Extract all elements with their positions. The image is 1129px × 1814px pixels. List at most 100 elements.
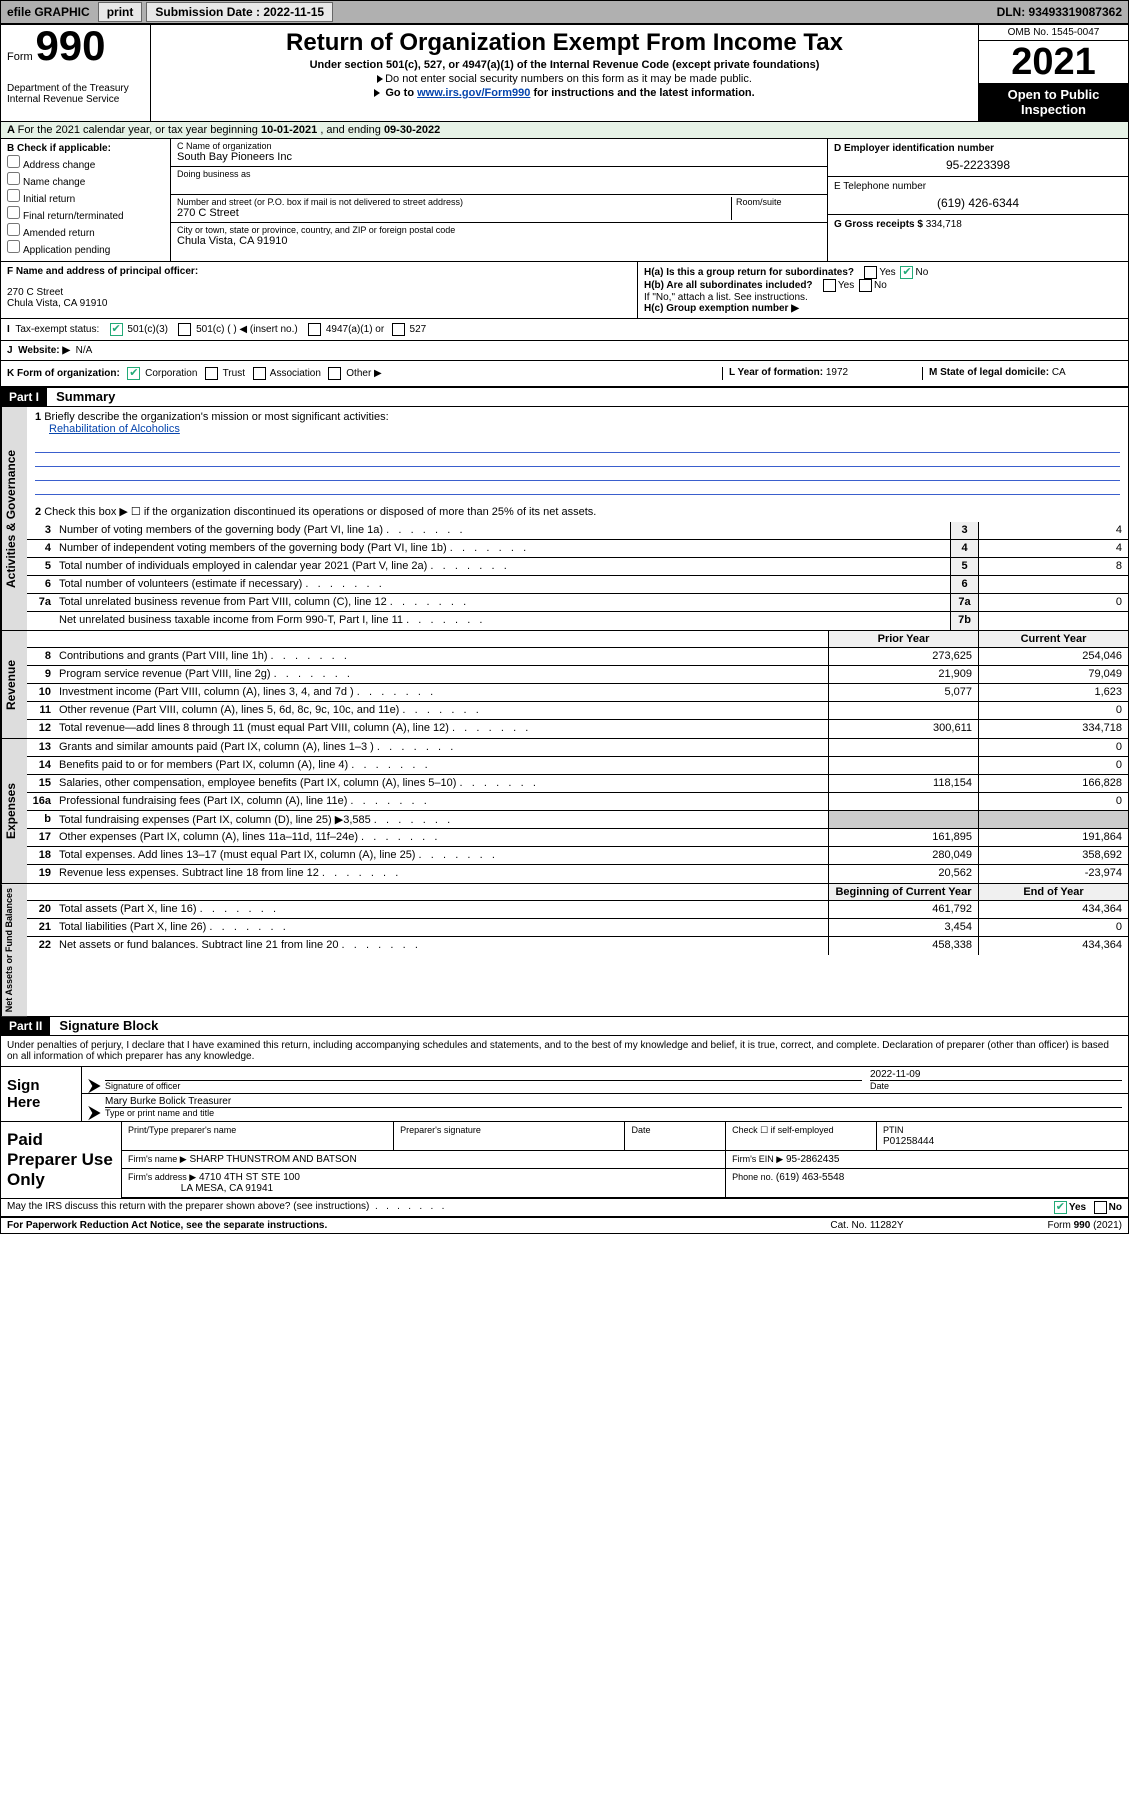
line-number: b xyxy=(27,811,55,828)
chk-initial-return[interactable]: Initial return xyxy=(7,189,164,205)
leader-dots xyxy=(371,814,450,826)
checkbox-icon[interactable] xyxy=(7,240,20,253)
chk-label: Name change xyxy=(23,177,85,188)
ssn-note-text: Do not enter social security numbers on … xyxy=(385,73,752,85)
line-number: 19 xyxy=(27,865,55,883)
col-b-heading: B Check if applicable: xyxy=(7,143,111,154)
checkbox-icon[interactable] xyxy=(7,206,20,219)
line-box: 7b xyxy=(950,612,978,630)
prior-year-value: 273,625 xyxy=(828,648,978,665)
checkbox-icon[interactable] xyxy=(7,155,20,168)
summary-line: 19Revenue less expenses. Subtract line 1… xyxy=(27,865,1128,883)
paid-preparer-body: Print/Type preparer's name Preparer's si… xyxy=(121,1122,1128,1198)
no-label: No xyxy=(874,280,887,291)
checkbox-icon[interactable] xyxy=(7,189,20,202)
irs-form990-link[interactable]: www.irs.gov/Form990 xyxy=(417,87,530,99)
q1-value-link[interactable]: Rehabilitation of Alcoholics xyxy=(49,423,180,435)
checkbox-checked-icon[interactable] xyxy=(1054,1201,1067,1214)
summary-line: 15Salaries, other compensation, employee… xyxy=(27,775,1128,793)
yes-label: Yes xyxy=(838,280,854,291)
checkbox-icon[interactable] xyxy=(205,367,218,380)
triangle-icon xyxy=(374,89,380,97)
checkbox-icon[interactable] xyxy=(308,323,321,336)
line-value: 4 xyxy=(978,522,1128,539)
addr-label: Number and street (or P.O. box if mail i… xyxy=(177,197,731,207)
sign-here-block: Sign Here ⮞ Signature of officer 2022-11… xyxy=(1,1066,1128,1121)
current-year-value: 0 xyxy=(978,739,1128,756)
checkbox-icon[interactable] xyxy=(864,266,877,279)
leader-dots xyxy=(447,542,526,554)
line-box: 6 xyxy=(950,576,978,593)
row-j-website: J Website: ▶ N/A xyxy=(1,341,1128,360)
col-d: D Employer identification number 95-2223… xyxy=(828,139,1128,261)
current-year-value: 79,049 xyxy=(978,666,1128,683)
summary-line: 20Total assets (Part X, line 16)461,7924… xyxy=(27,901,1128,919)
irs-discuss-text: May the IRS discuss this return with the… xyxy=(7,1201,922,1214)
checkbox-checked-icon[interactable] xyxy=(127,367,140,380)
chk-amended-return[interactable]: Amended return xyxy=(7,223,164,239)
summary-line: 6Total number of volunteers (estimate if… xyxy=(27,576,1128,594)
chk-final-return[interactable]: Final return/terminated xyxy=(7,206,164,222)
sig-name-row: ⮞ Mary Burke Bolick Treasurer Type or pr… xyxy=(82,1094,1128,1120)
print-button[interactable]: print xyxy=(98,2,143,22)
checkbox-icon[interactable] xyxy=(823,279,836,292)
pp-ptin-label: PTIN xyxy=(883,1125,904,1135)
q2-block: 2 Check this box ▶ ☐ if the organization… xyxy=(27,501,1128,522)
cd-top: C Name of organization South Bay Pioneer… xyxy=(171,139,1128,261)
pp-name-label: Print/Type preparer's name xyxy=(128,1125,236,1135)
pp-sig-label: Preparer's signature xyxy=(400,1125,481,1135)
current-year-value: 0 xyxy=(978,702,1128,719)
current-year-value: 434,364 xyxy=(978,937,1128,955)
chk-application-pending[interactable]: Application pending xyxy=(7,240,164,256)
line-number: 20 xyxy=(27,901,55,918)
chk-name-change[interactable]: Name change xyxy=(7,172,164,188)
leader-dots xyxy=(383,524,462,536)
current-year-value: 0 xyxy=(978,919,1128,936)
cell-org-name: C Name of organization South Bay Pioneer… xyxy=(171,139,827,167)
row-a-begin: 10-01-2021 xyxy=(261,124,317,136)
line-number: 21 xyxy=(27,919,55,936)
col-c: C Name of organization South Bay Pioneer… xyxy=(171,139,828,261)
chk-label: Address change xyxy=(23,160,95,171)
checkbox-icon[interactable] xyxy=(328,367,341,380)
checkbox-icon[interactable] xyxy=(7,223,20,236)
checkbox-checked-icon[interactable] xyxy=(900,266,913,279)
rev-lines-container: 8Contributions and grants (Part VIII, li… xyxy=(27,648,1128,738)
checkbox-icon[interactable] xyxy=(392,323,405,336)
summary-line: 21Total liabilities (Part X, line 26)3,4… xyxy=(27,919,1128,937)
checkbox-icon[interactable] xyxy=(253,367,266,380)
line-number: 8 xyxy=(27,648,55,665)
vtab-expenses: Expenses xyxy=(1,739,27,883)
sig-name-value: Mary Burke Bolick Treasurer xyxy=(105,1096,1122,1107)
prior-year-value: 280,049 xyxy=(828,847,978,864)
prior-year-value xyxy=(828,739,978,756)
rule-line xyxy=(35,481,1120,495)
checkbox-checked-icon[interactable] xyxy=(110,323,123,336)
k-label: K Form of organization: xyxy=(7,368,120,379)
submission-date-button[interactable]: Submission Date : 2022-11-15 xyxy=(146,2,333,22)
block-bcd: B Check if applicable: Address change Na… xyxy=(1,139,1128,262)
col-b-checkboxes: B Check if applicable: Address change Na… xyxy=(1,139,171,261)
section-expenses: Expenses 13Grants and similar amounts pa… xyxy=(1,739,1128,884)
footer-row: For Paperwork Reduction Act Notice, see … xyxy=(1,1217,1128,1233)
chk-address-change[interactable]: Address change xyxy=(7,155,164,171)
line-text: Other expenses (Part IX, column (A), lin… xyxy=(55,829,828,846)
k-trust: Trust xyxy=(223,368,245,379)
gov-lines-container: 3Number of voting members of the governi… xyxy=(27,522,1128,630)
part1-title: Summary xyxy=(50,389,115,404)
row-a-end: 09-30-2022 xyxy=(384,124,440,136)
checkbox-icon[interactable] xyxy=(178,323,191,336)
summary-line: 3Number of voting members of the governi… xyxy=(27,522,1128,540)
chk-label: Final return/terminated xyxy=(23,211,124,222)
line-number: 22 xyxy=(27,937,55,955)
summary-line: Net unrelated business taxable income fr… xyxy=(27,612,1128,630)
leader-dots xyxy=(387,596,466,608)
checkbox-icon[interactable] xyxy=(7,172,20,185)
checkbox-icon[interactable] xyxy=(1094,1201,1107,1214)
line-box: 3 xyxy=(950,522,978,539)
checkbox-icon[interactable] xyxy=(859,279,872,292)
part1-badge: Part I xyxy=(1,388,47,406)
l-label: L Year of formation: xyxy=(729,367,823,378)
ha-row: H(a) Is this a group return for subordin… xyxy=(644,266,1122,279)
m-value: CA xyxy=(1052,367,1066,378)
